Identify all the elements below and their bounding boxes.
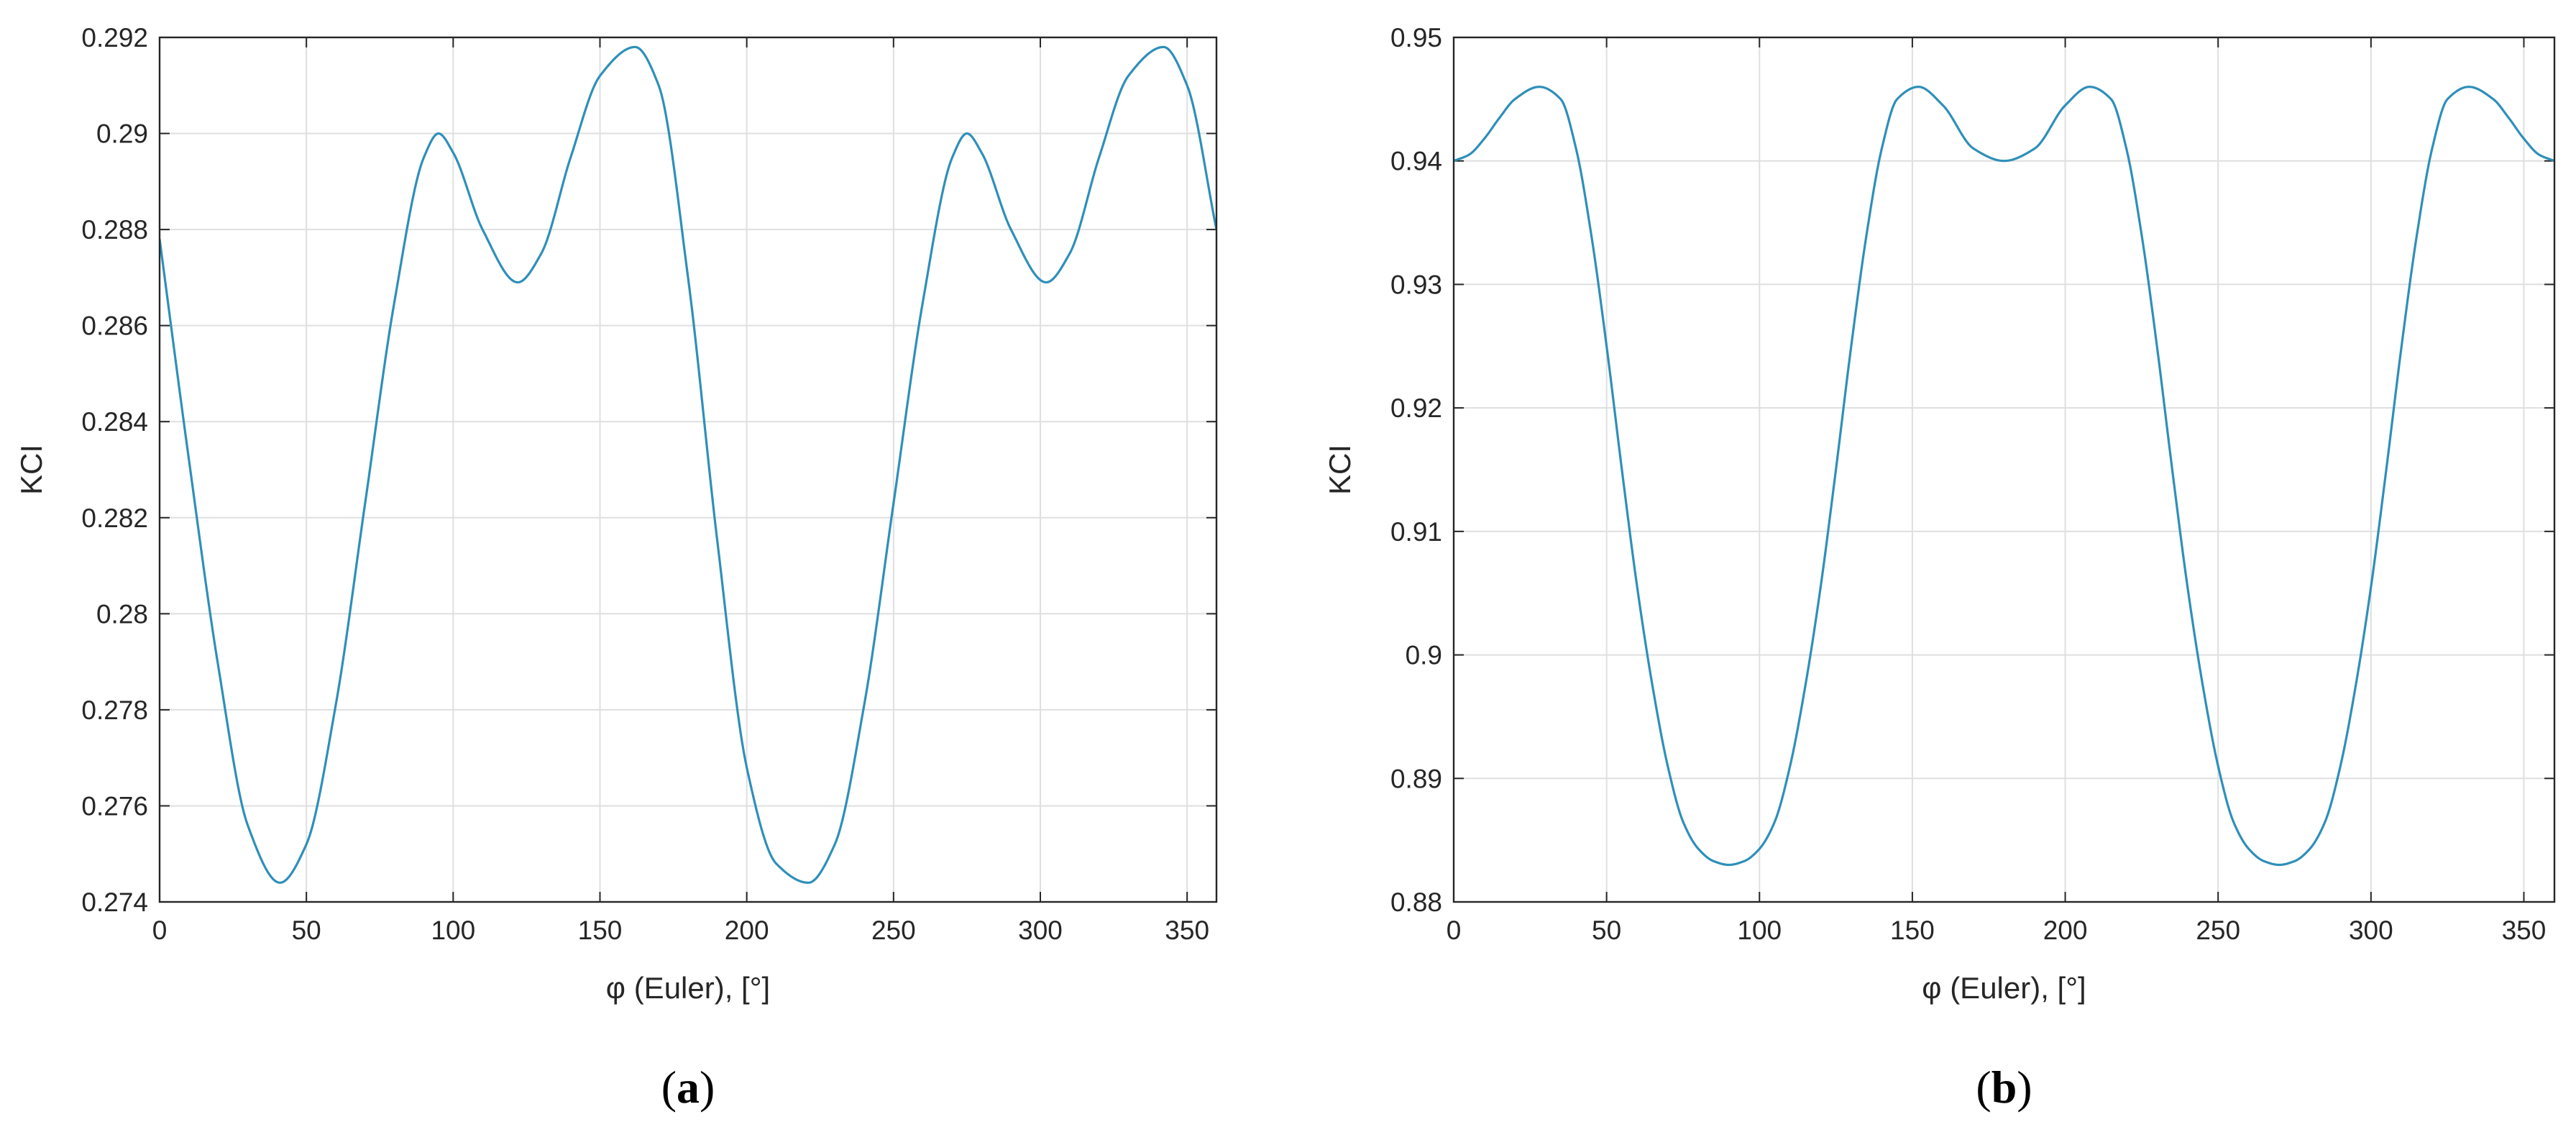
panel-letter: b — [1991, 1062, 2017, 1113]
axes-frame — [1452, 36, 2556, 903]
series-line — [160, 45, 1216, 884]
y-tick-label: 0.91 — [1390, 517, 1442, 547]
y-tick-label: 0.88 — [1390, 888, 1442, 917]
y-tick-label: 0.28 — [96, 599, 148, 629]
chart-panel-b: 0 50 100 150 200 250 300 350 0.88 0.89 0.9 0.91 0.92… — [1323, 23, 2556, 1113]
y-tick-label: 0.284 — [81, 407, 148, 437]
x-axis-label: φ (Euler), [°] — [1922, 971, 2086, 1005]
y-tick-label: 0.29 — [96, 119, 148, 149]
x-tick-label: 150 — [1890, 916, 1935, 945]
y-axis-label: KCI — [14, 444, 48, 495]
y-tick-label: 0.9 — [1406, 641, 1442, 670]
axes-frame — [158, 36, 1218, 903]
x-tick-label: 350 — [1165, 916, 1209, 945]
x-tick-label: 200 — [725, 916, 769, 945]
y-tick-label: 0.274 — [81, 888, 148, 917]
y-tick-label: 0.93 — [1390, 270, 1442, 299]
y-tick-label: 0.94 — [1390, 147, 1442, 176]
x-tick-label: 50 — [292, 916, 321, 945]
panel-letter: a — [677, 1062, 700, 1113]
panel-label: (b) — [1976, 1062, 2032, 1113]
x-tick-label: 250 — [2196, 916, 2240, 945]
x-tick-label: 0 — [152, 916, 168, 945]
series-line — [1454, 86, 2554, 867]
x-tick-label: 350 — [2502, 916, 2547, 945]
y-tick-label: 0.276 — [81, 791, 148, 821]
y-tick-label: 0.95 — [1390, 23, 1442, 53]
x-tick-label: 50 — [1592, 916, 1621, 945]
y-tick-label: 0.278 — [81, 695, 148, 725]
y-tick-label: 0.92 — [1390, 393, 1442, 423]
plot-area — [160, 37, 1216, 902]
x-axis-label: φ (Euler), [°] — [606, 971, 770, 1005]
x-tick-label: 0 — [1447, 916, 1462, 945]
x-tick-label: 100 — [1737, 916, 1782, 945]
panel-label: (a) — [661, 1062, 715, 1113]
y-tick-label: 0.89 — [1390, 764, 1442, 793]
y-tick-label: 0.288 — [81, 215, 148, 245]
y-axis-label: KCI — [1323, 444, 1357, 495]
plot-area — [1454, 37, 2554, 902]
chart-panel-a: 0 50 100 150 200 250 300 350 0.274 0.276 0.278 0.28… — [14, 23, 1218, 1113]
y-tick-label: 0.292 — [81, 23, 148, 53]
y-tick-label: 0.286 — [81, 311, 148, 341]
x-tick-label: 250 — [871, 916, 916, 945]
x-tick-label: 300 — [2349, 916, 2393, 945]
y-tick-label: 0.282 — [81, 503, 148, 533]
x-tick-label: 100 — [431, 916, 475, 945]
x-tick-label: 300 — [1018, 916, 1063, 945]
x-tick-label: 200 — [2043, 916, 2088, 945]
x-tick-label: 150 — [578, 916, 623, 945]
